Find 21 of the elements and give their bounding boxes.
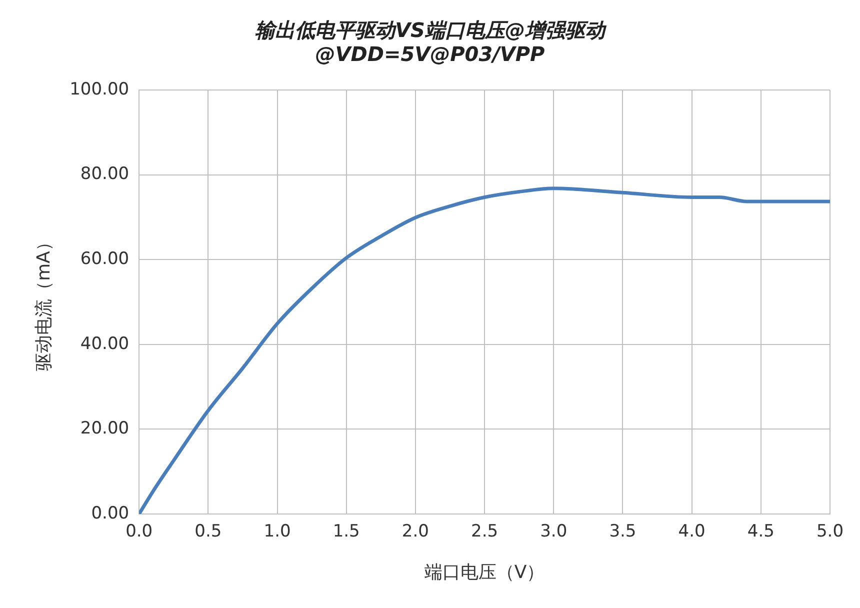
x-tick-label: 3.0 [540,522,568,542]
x-tick-label: 5.0 [816,522,844,542]
x-tick-label: 1.0 [264,522,291,542]
x-tick-label: 0.0 [126,522,153,542]
y-tick-label: 40.00 [80,334,130,354]
y-tick-label: 60.00 [80,249,130,270]
x-tick-label: 3.5 [609,522,636,542]
y-tick-label: 20.00 [80,418,130,439]
text: @VDD=5V@P03/VPP [315,42,545,66]
x-tick-label: 4.5 [747,522,774,542]
x-tick-label: 1.5 [332,522,360,542]
x-tick-label: 0.5 [194,522,222,542]
x-axis-title: 端口电压（V） [424,562,545,583]
y-tick-label: 80.00 [80,164,130,184]
y-tick-label: 0.00 [91,503,130,524]
x-tick-label: 2.0 [402,522,429,542]
y-tick-label: 100.00 [70,79,130,100]
text: 输出低电平驱动VS端口电压@增强驱动 [255,18,605,42]
x-tick-label: 2.5 [471,522,498,542]
y-axis-title: 驱动电流（mA） [33,233,54,371]
x-tick-label: 4.0 [678,522,706,542]
